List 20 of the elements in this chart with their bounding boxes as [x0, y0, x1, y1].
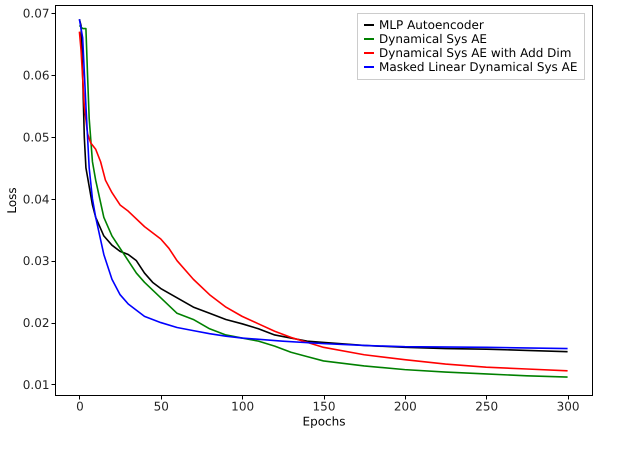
x-tick-label: 250: [475, 400, 498, 414]
y-tick-label: 0.02: [22, 316, 50, 330]
x-tick-label: 50: [154, 400, 169, 414]
y-tick-label: 0.03: [22, 254, 50, 268]
legend-label: MLP Autoencoder: [379, 18, 484, 32]
x-tick-label: 100: [231, 400, 254, 414]
x-axis-title: Epochs: [302, 414, 346, 428]
legend-label: Dynamical Sys AE with Add Dim: [379, 46, 572, 60]
y-tick-label: 0.05: [22, 130, 50, 144]
y-axis-title: Loss: [4, 187, 19, 214]
legend-label: Dynamical Sys AE: [379, 32, 487, 46]
x-tick-label: 200: [394, 400, 417, 414]
y-tick-label: 0.01: [22, 378, 50, 392]
y-tick-label: 0.06: [22, 68, 50, 82]
x-tick-label: 0: [76, 400, 84, 414]
x-tick-label: 300: [556, 400, 580, 414]
legend-label: Masked Linear Dynamical Sys AE: [379, 60, 578, 74]
x-tick-label: 150: [312, 400, 336, 414]
y-tick-label: 0.04: [22, 192, 50, 206]
y-tick-label: 0.07: [22, 6, 50, 21]
